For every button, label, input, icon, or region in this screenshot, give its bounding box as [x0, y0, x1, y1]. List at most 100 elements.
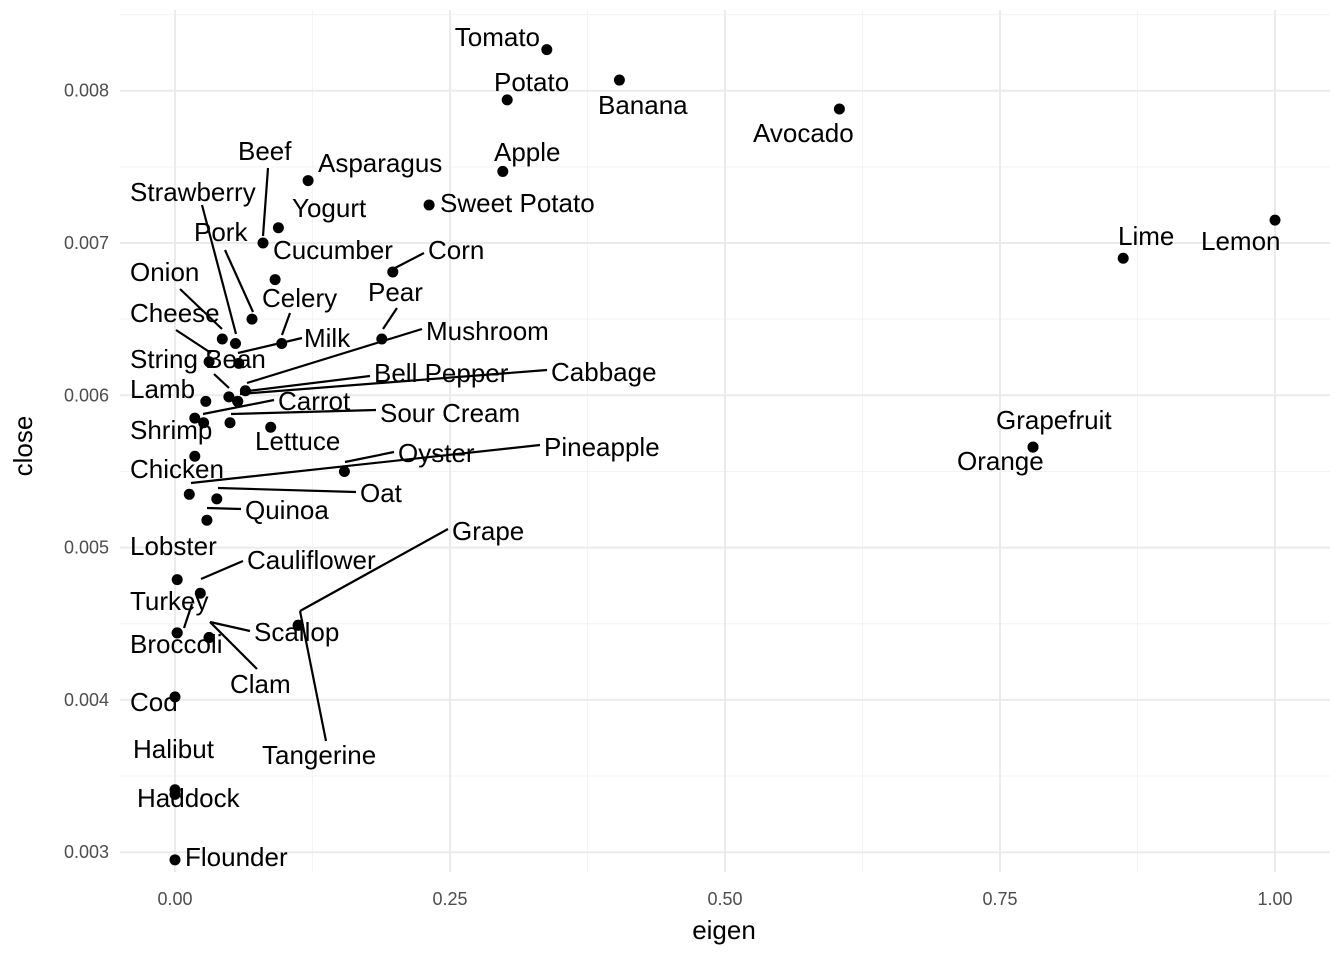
leader-pork	[223, 249, 255, 313]
point-shrimp	[189, 412, 201, 424]
point-pear	[376, 333, 388, 345]
x-tick-label: 0.25	[432, 889, 467, 909]
label-cucumber: Cucumber	[273, 235, 393, 265]
label-pork: Pork	[194, 217, 248, 247]
point-celery	[276, 338, 288, 350]
point-flounder	[169, 854, 181, 866]
leader-sour-cream	[230, 408, 377, 416]
label-turkey: Turkey	[130, 586, 209, 616]
leader-cauliflower	[200, 559, 244, 581]
point-apple	[497, 165, 509, 177]
label-asparagus: Asparagus	[318, 148, 442, 178]
point-cheese	[203, 356, 215, 368]
label-broccoli: Broccoli	[130, 629, 222, 659]
point-oyster	[338, 465, 350, 477]
leader-pear	[382, 307, 398, 330]
label-carrot: Carrot	[278, 386, 351, 416]
point-cauliflower	[194, 587, 206, 599]
point-beef	[257, 237, 269, 249]
leader-corn	[394, 252, 425, 269]
leader-oyster	[344, 450, 395, 464]
label-haddock: Haddock	[137, 783, 241, 813]
point-mushroom	[239, 385, 251, 397]
leader-pineapple	[190, 443, 541, 485]
label-cauliflower: Cauliflower	[247, 545, 376, 575]
label-strawberry: Strawberry	[130, 177, 256, 207]
point-sour-cream	[224, 417, 236, 429]
label-lettuce: Lettuce	[255, 426, 340, 456]
label-pineapple: Pineapple	[544, 432, 660, 462]
label-cod: Cod	[130, 687, 178, 717]
leader-beef	[261, 167, 270, 237]
label-lemon: Lemon	[1201, 226, 1281, 256]
leader-carrot	[202, 398, 275, 416]
leader-mushroom	[246, 327, 423, 385]
label-oat: Oat	[360, 478, 403, 508]
label-lamb: Lamb	[130, 374, 195, 404]
x-tick-label: 0.75	[982, 889, 1017, 909]
x-axis-ticks: 0.00 0.25 0.50 0.75 1.00	[157, 889, 1292, 909]
point-lamb	[200, 395, 212, 407]
label-corn: Corn	[428, 235, 484, 265]
point-clam	[203, 631, 215, 643]
label-clam: Clam	[230, 669, 291, 699]
leader-broccoli	[182, 603, 194, 629]
label-celery: Celery	[262, 283, 337, 313]
point-milk	[233, 357, 245, 369]
leader-milk	[237, 336, 303, 355]
leader-grape	[299, 528, 449, 612]
x-axis-title: eigen	[692, 915, 756, 945]
label-flounder: Flounder	[185, 842, 288, 872]
label-sweet-potato: Sweet Potato	[440, 188, 595, 218]
label-shrimp: Shrimp	[130, 415, 212, 445]
leader-cheese	[175, 329, 212, 354]
point-lemon	[1269, 214, 1281, 226]
leader-tangerine	[298, 610, 328, 742]
label-lime: Lime	[1118, 221, 1174, 251]
leader-cabbage	[239, 368, 548, 396]
label-halibut: Halibut	[133, 734, 215, 764]
point-lobster	[171, 574, 183, 586]
leader-scallop	[209, 620, 251, 633]
point-sweet-potato	[423, 199, 435, 211]
label-bell-pepper: Bell Pepper	[374, 358, 509, 388]
point-haddock	[169, 788, 181, 800]
leader-quinoa	[206, 506, 242, 511]
label-milk: Milk	[304, 323, 351, 353]
y-tick-label: 0.008	[64, 81, 109, 101]
point-tomato	[541, 44, 553, 56]
label-tomato: Tomato	[455, 22, 540, 52]
point-broccoli	[171, 627, 183, 639]
label-mushroom: Mushroom	[426, 316, 549, 346]
label-potato: Potato	[494, 67, 569, 97]
label-scallop: Scallop	[254, 617, 339, 647]
label-onion: Onion	[130, 257, 199, 287]
point-cod	[169, 691, 181, 703]
point-lettuce	[265, 421, 277, 433]
x-tick-label: 0.50	[707, 889, 742, 909]
label-grapefruit: Grapefruit	[996, 405, 1112, 435]
point-orange	[1027, 441, 1039, 453]
point-pork	[246, 313, 258, 325]
y-tick-label: 0.006	[64, 385, 109, 405]
point-pineapple	[183, 488, 195, 500]
label-quinoa: Quinoa	[245, 495, 329, 525]
leader-celery	[280, 312, 292, 336]
leader-string-bean	[213, 373, 230, 389]
major-gridlines	[120, 10, 1330, 872]
leader-oat	[217, 486, 357, 494]
label-yogurt: Yogurt	[292, 193, 367, 223]
point-banana	[613, 74, 625, 86]
point-chicken	[189, 450, 201, 462]
point-carrot	[198, 417, 210, 429]
label-leader-lines	[175, 167, 548, 742]
label-cheese: Cheese	[130, 298, 220, 328]
y-axis-title: close	[8, 416, 38, 477]
data-points	[169, 44, 1281, 866]
label-grape: Grape	[452, 516, 524, 546]
point-quinoa	[201, 514, 213, 526]
point-yogurt	[272, 222, 284, 234]
point-cabbage	[232, 395, 244, 407]
label-avocado: Avocado	[753, 118, 854, 148]
